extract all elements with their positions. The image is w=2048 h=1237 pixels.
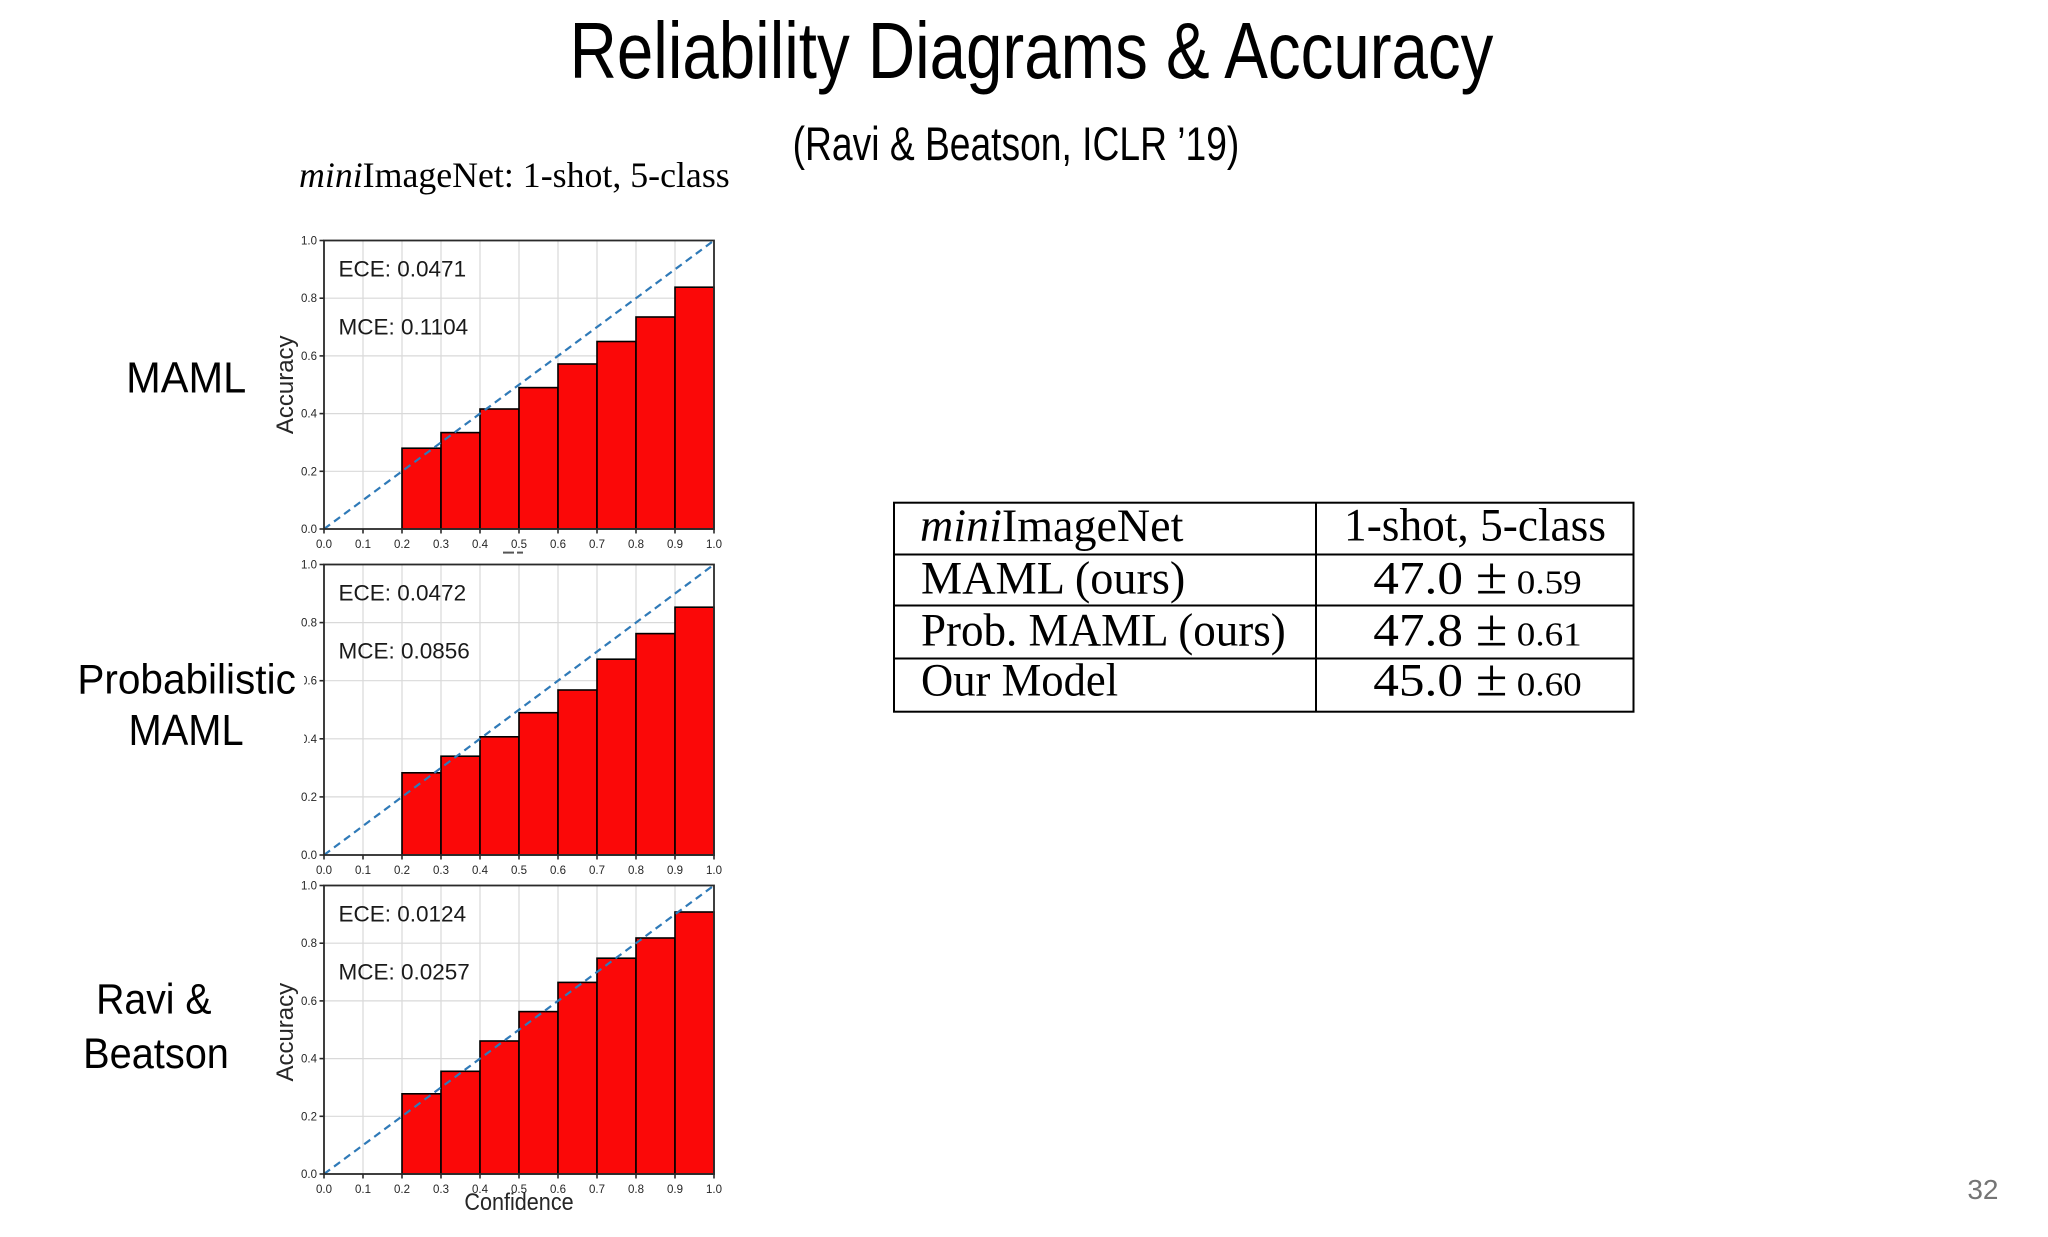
- svg-text:MCE: 0.1104: MCE: 0.1104: [339, 315, 469, 340]
- svg-text:0.2: 0.2: [301, 792, 317, 804]
- svg-text:0.1: 0.1: [355, 1184, 371, 1196]
- svg-text:0.8: 0.8: [628, 539, 644, 551]
- svg-text:1-shot, 5-class: 1-shot, 5-class: [1344, 499, 1606, 551]
- svg-text:1.0: 1.0: [706, 539, 722, 551]
- svg-text:0.8: 0.8: [628, 865, 644, 877]
- svg-text:1.0: 1.0: [706, 1184, 722, 1196]
- svg-text:ECE: 0.0472: ECE: 0.0472: [339, 581, 467, 606]
- svg-text:0.4: 0.4: [472, 1184, 489, 1196]
- svg-text:0.2: 0.2: [394, 865, 410, 877]
- svg-text:0.9: 0.9: [667, 539, 683, 551]
- svg-text:0.0: 0.0: [316, 865, 332, 877]
- svg-text:0.6: 0.6: [301, 676, 317, 688]
- svg-text:Our Model: Our Model: [921, 653, 1118, 705]
- svg-text:0.5: 0.5: [511, 865, 527, 877]
- svg-text:MAML: MAML: [129, 705, 244, 754]
- svg-text:0.4: 0.4: [472, 865, 489, 877]
- svg-text:0.2: 0.2: [394, 539, 410, 551]
- svg-text:45.0 ± 0.60: 45.0 ± 0.60: [1373, 649, 1581, 707]
- svg-text:Confidence: Confidence: [464, 1188, 573, 1215]
- svg-text:0.6: 0.6: [550, 1184, 566, 1196]
- svg-text:0.7: 0.7: [589, 865, 605, 877]
- svg-text:0.2: 0.2: [394, 1184, 410, 1196]
- svg-text:Accuracy: Accuracy: [272, 335, 299, 434]
- svg-text:miniImageNet: miniImageNet: [920, 501, 1183, 553]
- svg-text:Prob. MAML (ours): Prob. MAML (ours): [921, 604, 1286, 656]
- svg-text:0.5: 0.5: [511, 1184, 527, 1196]
- svg-text:0.5: 0.5: [511, 539, 527, 551]
- svg-text:1.0: 1.0: [301, 236, 317, 248]
- svg-text:0.0: 0.0: [301, 850, 317, 862]
- svg-text:32: 32: [1967, 1174, 1998, 1205]
- svg-text:0.0: 0.0: [301, 1169, 317, 1181]
- svg-text:0.7: 0.7: [589, 1184, 605, 1196]
- svg-text:0.9: 0.9: [667, 1184, 683, 1196]
- svg-text:0.8: 0.8: [301, 618, 317, 630]
- svg-text:0.6: 0.6: [550, 865, 566, 877]
- svg-text:0.2: 0.2: [301, 1111, 317, 1123]
- svg-text:MCE: 0.0257: MCE: 0.0257: [339, 960, 470, 985]
- svg-text:0.3: 0.3: [433, 865, 449, 877]
- svg-text:0.3: 0.3: [433, 1184, 449, 1196]
- svg-text:0.8: 0.8: [301, 293, 317, 305]
- svg-text:Ravi &: Ravi &: [96, 975, 211, 1023]
- svg-text:0.0: 0.0: [316, 539, 332, 551]
- svg-text:Beatson: Beatson: [83, 1030, 229, 1078]
- svg-text:0.6: 0.6: [550, 539, 566, 551]
- svg-text:0.1: 0.1: [355, 865, 371, 877]
- svg-text:1.0: 1.0: [301, 881, 317, 893]
- svg-text:0.4: 0.4: [301, 734, 318, 746]
- svg-text:MCE: 0.0856: MCE: 0.0856: [339, 639, 470, 664]
- svg-text:(Ravi & Beatson, ICLR ’19): (Ravi & Beatson, ICLR ’19): [793, 118, 1240, 170]
- svg-text:ECE: 0.0124: ECE: 0.0124: [339, 902, 467, 927]
- svg-text:0.7: 0.7: [589, 539, 605, 551]
- svg-text:0.8: 0.8: [301, 938, 317, 950]
- svg-text:miniImageNet: 1-shot, 5-class: miniImageNet: 1-shot, 5-class: [299, 155, 730, 195]
- svg-text:0.6: 0.6: [301, 351, 317, 363]
- svg-text:1.0: 1.0: [706, 865, 722, 877]
- svg-text:MAML (ours): MAML (ours): [921, 552, 1185, 604]
- svg-text:0.4: 0.4: [472, 539, 489, 551]
- svg-text:0.1: 0.1: [355, 539, 371, 551]
- svg-text:0.4: 0.4: [301, 409, 318, 421]
- svg-text:ECE: 0.0471: ECE: 0.0471: [339, 257, 467, 282]
- svg-text:1.0: 1.0: [301, 560, 317, 572]
- svg-text:0.0: 0.0: [301, 524, 317, 536]
- svg-text:0.8: 0.8: [628, 1184, 644, 1196]
- svg-text:Accuracy: Accuracy: [272, 983, 299, 1082]
- svg-text:0.4: 0.4: [301, 1054, 318, 1066]
- svg-text:0.9: 0.9: [667, 865, 683, 877]
- svg-text:0.2: 0.2: [301, 466, 317, 478]
- svg-text:0.3: 0.3: [433, 539, 449, 551]
- svg-text:0.0: 0.0: [316, 1184, 332, 1196]
- svg-text:Probabilistic: Probabilistic: [77, 656, 295, 703]
- svg-text:MAML: MAML: [126, 354, 246, 403]
- svg-text:Reliability Diagrams & Accurac: Reliability Diagrams & Accuracy: [570, 7, 1494, 96]
- svg-text:0.6: 0.6: [301, 996, 317, 1008]
